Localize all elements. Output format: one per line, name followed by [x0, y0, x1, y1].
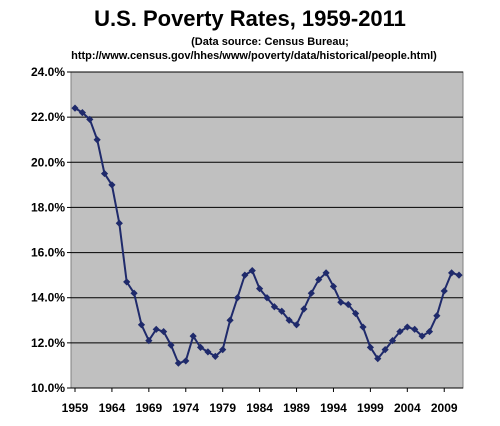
data-point-1969	[145, 337, 153, 345]
data-point-1978	[211, 352, 219, 360]
x-tick-label: 1974	[172, 401, 199, 415]
data-point-1979	[219, 346, 227, 354]
data-point-1970	[152, 325, 160, 333]
poverty-rate-markers	[71, 104, 463, 367]
data-point-2007	[425, 327, 434, 336]
x-tick-label: 2004	[394, 401, 421, 415]
data-point-1980	[226, 316, 234, 324]
data-point-2000	[374, 355, 382, 363]
data-point-1959	[71, 104, 79, 112]
data-point-1997	[352, 309, 360, 318]
y-tick-label: 10.0%	[31, 381, 65, 395]
data-point-1990	[300, 305, 308, 313]
data-point-1981	[233, 294, 242, 302]
x-tick-label: 1959	[62, 401, 89, 415]
data-point-1964	[108, 181, 116, 189]
data-point-1995	[337, 298, 345, 306]
x-axis-tick-labels: 1959 1964 1969 1974 1979 1984 1989 1994 1999 2004…	[62, 388, 458, 415]
data-point-1993	[322, 269, 330, 277]
data-point-1985	[263, 294, 271, 302]
y-tick-label: 18.0%	[31, 200, 65, 214]
data-point-1967	[130, 289, 138, 297]
x-tick-label: 1994	[320, 401, 347, 415]
data-point-2006	[418, 332, 426, 340]
data-point-1960	[78, 109, 86, 117]
y-tick-label: 22.0%	[31, 110, 65, 124]
chart-subtitle-line-1: (Data source: Census Bureau;	[191, 36, 349, 48]
chart-title: U.S. Poverty Rates, 1959-2011	[94, 6, 406, 31]
data-point-1989	[292, 321, 301, 329]
data-point-1966	[123, 278, 131, 286]
y-tick-label: 14.0%	[31, 291, 65, 305]
data-point-2009	[440, 287, 448, 295]
data-point-1976	[196, 343, 205, 351]
gridlines	[67, 71, 463, 389]
data-point-1974	[182, 357, 190, 365]
data-point-2002	[388, 337, 397, 345]
data-point-1961	[86, 115, 94, 123]
data-point-1975	[189, 332, 197, 340]
data-point-1987	[278, 307, 286, 315]
plot-area	[70, 71, 464, 389]
data-point-1991	[307, 289, 315, 297]
data-point-1972	[167, 341, 175, 349]
data-point-1977	[204, 348, 212, 356]
x-tick-label: 1989	[283, 401, 310, 415]
data-point-2008	[433, 312, 441, 320]
x-tick-label: 1999	[357, 401, 384, 415]
y-tick-label: 12.0%	[31, 336, 65, 350]
data-point-1986	[270, 303, 278, 311]
data-point-2011	[455, 271, 463, 279]
data-point-1984	[256, 285, 264, 293]
y-tick-label: 20.0%	[31, 155, 65, 169]
x-tick-label: 1964	[99, 401, 126, 415]
data-point-1999	[366, 343, 374, 351]
data-point-1962	[93, 136, 101, 144]
x-tick-label: 1969	[135, 401, 162, 415]
data-point-2010	[448, 269, 456, 277]
chart-subtitle-line-2: http://www.census.gov/hhes/www/poverty/d…	[71, 50, 437, 62]
data-point-1971	[160, 327, 168, 336]
x-tick-label: 1984	[246, 401, 273, 415]
data-point-1998	[359, 323, 367, 331]
data-point-1973	[174, 359, 182, 367]
data-point-1994	[329, 282, 338, 291]
data-point-1965	[115, 219, 123, 227]
y-tick-label: 16.0%	[31, 246, 65, 260]
data-point-2005	[411, 325, 419, 333]
y-axis-tick-labels: 10.0% 12.0% 14.0% 16.0% 18.0% 20.0% 22.0% 24.0%	[31, 65, 65, 395]
y-tick-label: 24.0%	[31, 65, 65, 79]
data-point-1996	[344, 300, 352, 309]
data-point-2003	[396, 327, 404, 336]
data-point-1988	[285, 316, 293, 324]
data-point-2001	[381, 346, 389, 354]
data-point-1968	[137, 321, 146, 329]
x-tick-label: 1979	[209, 401, 236, 415]
x-tick-label: 2009	[431, 401, 458, 415]
data-point-1982	[241, 271, 249, 279]
data-point-2004	[403, 323, 411, 331]
data-point-1992	[315, 276, 323, 284]
data-point-1963	[100, 169, 109, 178]
data-point-1983	[248, 267, 256, 275]
